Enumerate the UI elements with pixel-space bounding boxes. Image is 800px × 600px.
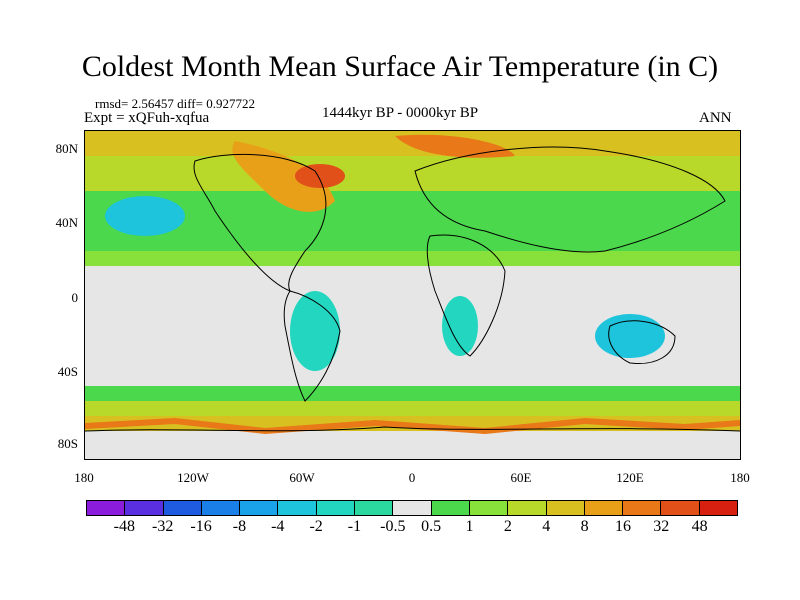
colorbar-tick-label: -4 xyxy=(271,518,285,535)
colorbar-tick-label: -48 xyxy=(113,518,135,535)
period-text: 1444kyr BP - 0000kyr BP xyxy=(321,105,479,121)
map-title: Coldest Month Mean Surface Air Temperatu… xyxy=(81,50,719,83)
colorbar-swatch xyxy=(469,501,509,515)
greenland-region xyxy=(232,141,335,212)
colorbar-tick-label: 2 xyxy=(503,518,512,535)
lon-label: 180 xyxy=(74,470,94,485)
colorbar-swatch xyxy=(431,501,470,515)
lat-label: 80S xyxy=(57,436,78,451)
colorbar-tick-label: 8 xyxy=(580,518,589,535)
colorbar-swatch xyxy=(87,501,126,515)
colorbar-swatch xyxy=(623,501,662,515)
colorbar-swatch xyxy=(546,501,585,515)
colorbar-tick-label: -8 xyxy=(232,518,247,535)
temperature-map xyxy=(84,130,741,460)
colorbar-tick-label: -32 xyxy=(152,518,174,535)
coastlines xyxy=(85,146,740,432)
colorbar-tick-label: 32 xyxy=(653,518,670,535)
colorbar-swatch xyxy=(699,501,738,515)
colorbar-swatch xyxy=(201,501,241,515)
antarctic-coast-warm xyxy=(85,417,740,435)
lat-label: 80N xyxy=(55,141,78,156)
colorbar-swatch xyxy=(163,501,202,515)
lon-label: 120E xyxy=(616,470,644,485)
lon-label: 0 xyxy=(408,470,416,485)
colorbar-swatch xyxy=(278,501,317,515)
colorbar-swatch xyxy=(584,501,624,515)
lon-label: 60E xyxy=(510,470,532,485)
pacific-cool-patch xyxy=(105,196,185,236)
lat-label: 40N xyxy=(55,215,78,230)
colorbar-tick-label: -1 xyxy=(347,518,362,535)
colorbar-swatch xyxy=(508,501,547,515)
colorbar-swatch xyxy=(661,501,700,515)
lat-label: 40S xyxy=(57,364,78,379)
colorbar-tick-label: -16 xyxy=(190,518,212,535)
colorbar-swatch xyxy=(125,501,164,515)
colorbar-tick-label: 0.5 xyxy=(421,518,442,535)
colorbar-tick-label: 48 xyxy=(691,518,708,535)
colorbar xyxy=(86,500,738,516)
lat-label: 0 xyxy=(71,290,79,305)
colorbar-tick-label: -0.5 xyxy=(380,518,406,535)
colorbar-swatch xyxy=(355,501,394,515)
colorbar-swatch xyxy=(316,501,356,515)
colorbar-tick-label: -2 xyxy=(309,518,323,535)
lon-label: 180 xyxy=(730,470,750,485)
colorbar-tick-label: 1 xyxy=(465,518,474,535)
experiment-text: Expt = xQFuh-xqfua xyxy=(84,110,210,126)
map-svg xyxy=(85,131,740,459)
colorbar-swatch xyxy=(393,501,432,515)
southern-ocean-green xyxy=(85,386,740,401)
colorbar-tick-label: 16 xyxy=(614,518,631,535)
stats-text: rmsd= 2.56457 diff= 0.927722 xyxy=(95,96,255,111)
tropical-band xyxy=(85,251,740,266)
colorbar-swatch xyxy=(240,501,279,515)
labrador-hot-spot xyxy=(295,164,345,188)
antarctic-band xyxy=(85,431,740,459)
lon-label: 120W xyxy=(177,470,209,485)
colorbar-tick-label: 4 xyxy=(542,518,551,535)
africa-cool-patch xyxy=(442,296,478,356)
lon-label: 60W xyxy=(289,470,315,485)
season-label: ANN xyxy=(699,110,732,126)
arctic-warm-region xyxy=(395,134,515,158)
